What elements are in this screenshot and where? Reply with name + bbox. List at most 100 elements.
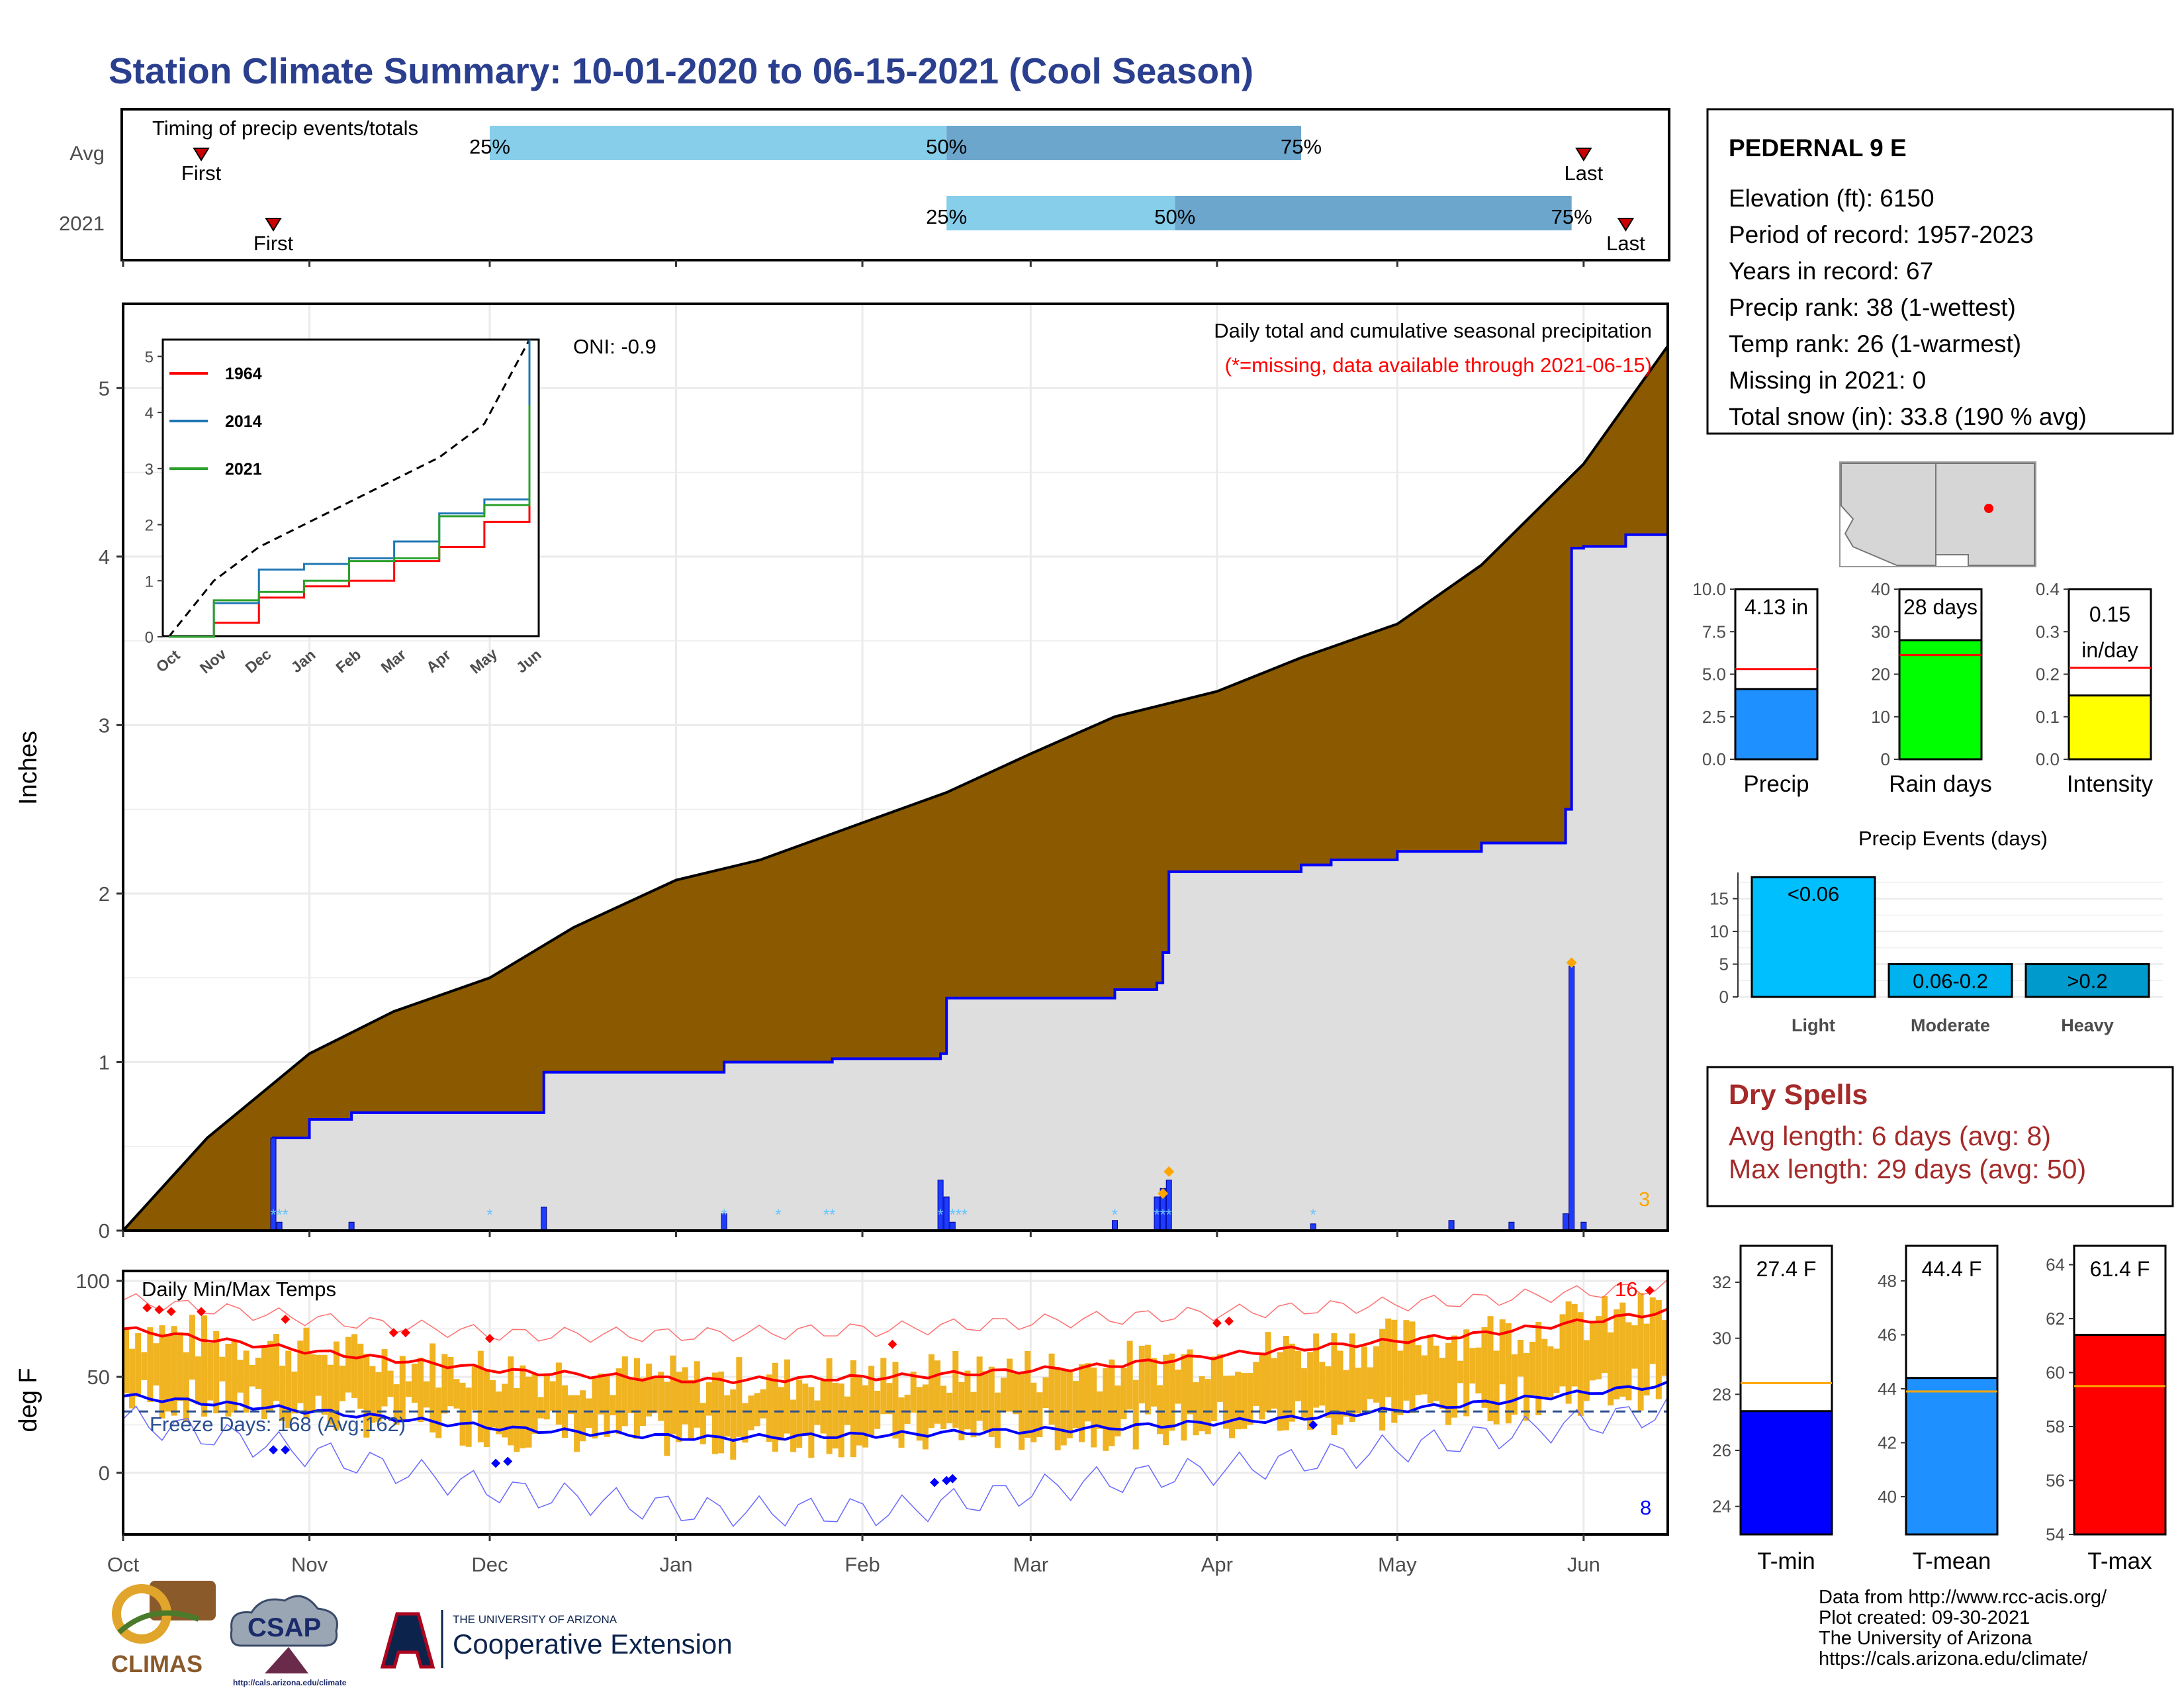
station-info-line: Elevation (ft): 6150 bbox=[1729, 185, 1934, 212]
daily-temp-bar bbox=[904, 1394, 911, 1425]
daily-temp-bar bbox=[357, 1343, 364, 1409]
daily-temp-bar bbox=[682, 1367, 688, 1425]
daily-temp-bar bbox=[531, 1373, 538, 1434]
daily-temp-bar bbox=[1415, 1345, 1422, 1395]
precip-panel-title: Daily total and cumulative seasonal prec… bbox=[1214, 319, 1652, 342]
daily-temp-bar bbox=[1571, 1303, 1578, 1387]
record-high-marker bbox=[142, 1303, 152, 1313]
daily-temp-bar bbox=[333, 1341, 340, 1430]
daily-temp-bar bbox=[1036, 1392, 1043, 1437]
daily-temp-bar bbox=[279, 1366, 286, 1421]
daily-temp-bar bbox=[574, 1395, 580, 1452]
record-low-marker bbox=[491, 1458, 501, 1468]
daily-temp-bar bbox=[489, 1380, 496, 1428]
daily-temp-bar bbox=[1619, 1302, 1626, 1397]
daily-temp-bar bbox=[1403, 1320, 1410, 1401]
mini-bar-value-label: 28 days bbox=[1903, 595, 1978, 619]
csap-logo-text: CSAP bbox=[248, 1613, 321, 1642]
observed-cumulative-area bbox=[123, 534, 1668, 1231]
snow-marker: * bbox=[1310, 1206, 1316, 1224]
daily-temp-bar bbox=[255, 1358, 261, 1389]
snow-marker: * bbox=[950, 1206, 956, 1224]
record-high-marker bbox=[388, 1328, 398, 1338]
record-precip-marker bbox=[1163, 1166, 1175, 1177]
daily-temp-bar bbox=[880, 1358, 887, 1415]
timing-q25-label: 25% bbox=[926, 205, 967, 228]
daily-temp-bar bbox=[934, 1360, 941, 1424]
inset-line-2021 bbox=[169, 405, 531, 638]
daily-temp-bar bbox=[1144, 1344, 1151, 1415]
daily-temp-bar bbox=[1649, 1297, 1656, 1364]
snow-marker: * bbox=[1166, 1206, 1172, 1224]
daily-temp-bar bbox=[1661, 1320, 1668, 1376]
daily-temp-bar bbox=[1343, 1370, 1349, 1417]
daily-temp-bar bbox=[940, 1385, 947, 1430]
daily-temp-bar bbox=[1524, 1353, 1530, 1421]
timing-panel-frame bbox=[120, 108, 1670, 261]
daily-temp-bar bbox=[802, 1383, 809, 1436]
daily-temp-bar bbox=[1325, 1366, 1332, 1418]
daily-temp-bar bbox=[543, 1375, 550, 1420]
daily-temp-bar bbox=[1559, 1314, 1566, 1387]
daily-temp-bar bbox=[1337, 1350, 1343, 1425]
daily-temp-bar bbox=[375, 1372, 382, 1422]
mini-bar-y-tick-label: 2.5 bbox=[1702, 707, 1726, 727]
events-y-tick-label: 15 bbox=[1709, 889, 1729, 909]
precip-y-tick-label: 2 bbox=[99, 882, 110, 906]
daily-temp-bar bbox=[1553, 1348, 1560, 1393]
daily-temp-bar bbox=[790, 1399, 797, 1452]
daily-temp-bar bbox=[778, 1387, 784, 1441]
daily-temp-bar bbox=[640, 1378, 647, 1427]
record-low-marker bbox=[930, 1477, 940, 1487]
dry-spells-title: Dry Spells bbox=[1729, 1079, 1868, 1111]
csap-logo: CSAP http://cals.arizona.edu/climate bbox=[230, 1595, 347, 1687]
snow-marker: * bbox=[1154, 1206, 1160, 1224]
snow-marker: * bbox=[283, 1206, 289, 1224]
footer-line-data-source: Data from http://www.rcc-acis.org/ bbox=[1819, 1587, 2107, 1608]
daily-temp-bar bbox=[838, 1383, 844, 1458]
station-info-line: Precip rank: 38 (1-wettest) bbox=[1729, 294, 2016, 321]
daily-temp-bar bbox=[982, 1371, 989, 1431]
daily-temp-bar bbox=[688, 1380, 694, 1440]
record-high-marker bbox=[887, 1339, 897, 1349]
station-info-frame bbox=[1706, 108, 2174, 435]
timing-bar-q50-q75 bbox=[946, 126, 1302, 160]
daily-temp-bar bbox=[387, 1370, 394, 1397]
daily-temp-bar bbox=[405, 1381, 412, 1397]
events-bar-label: >0.2 bbox=[2067, 970, 2107, 993]
daily-temp-bar bbox=[207, 1342, 214, 1401]
record-precip-marker bbox=[1158, 1188, 1169, 1199]
temp-y-axis-label: deg F bbox=[15, 1368, 42, 1432]
daily-temp-bar bbox=[1361, 1346, 1367, 1411]
daily-temp-bar bbox=[153, 1343, 159, 1386]
mini-bar-y-tick-label: 7.5 bbox=[1702, 622, 1726, 641]
daily-temp-bar bbox=[592, 1378, 598, 1439]
daily-temp-bar bbox=[772, 1362, 778, 1452]
daily-temp-bar bbox=[1150, 1358, 1157, 1407]
daily-temp-bar bbox=[928, 1354, 934, 1429]
daily-temp-bar bbox=[1421, 1355, 1428, 1395]
daily-temp-bar bbox=[1451, 1335, 1458, 1418]
daily-temp-bar bbox=[195, 1356, 201, 1405]
mini-bar-y-tick-label: 0.2 bbox=[2036, 665, 2060, 684]
daily-temp-bar bbox=[946, 1392, 953, 1424]
ua-extension-logo: THE UNIVERSITY OF ARIZONA Cooperative Ex… bbox=[380, 1610, 733, 1669]
mini-bar-value-label: 4.13 in bbox=[1745, 595, 1808, 619]
daily-temp-bar bbox=[796, 1380, 803, 1448]
csap-logo-url: http://cals.arizona.edu/climate bbox=[233, 1678, 347, 1687]
daily-temp-bar bbox=[261, 1346, 267, 1419]
timing-q50-label: 50% bbox=[926, 135, 967, 158]
daily-temp-bar bbox=[1481, 1327, 1488, 1408]
temp-bar-y-tick-label: 44 bbox=[1878, 1379, 1897, 1399]
daily-temp-bar bbox=[1397, 1350, 1404, 1415]
daily-temp-bar bbox=[718, 1371, 725, 1454]
x-tick-label-oct: Oct bbox=[107, 1553, 140, 1576]
timing-last-marker bbox=[1575, 148, 1592, 162]
dry-spells-box: Dry Spells Avg length: 6 days (avg: 8) M… bbox=[1706, 1066, 2174, 1207]
record-high-marker bbox=[1212, 1318, 1222, 1328]
ua-logo-big-text: Cooperative Extension bbox=[453, 1628, 733, 1660]
inset-avg-line bbox=[167, 339, 531, 637]
daily-temp-bar bbox=[754, 1393, 760, 1427]
daily-temp-bar bbox=[1301, 1368, 1308, 1418]
